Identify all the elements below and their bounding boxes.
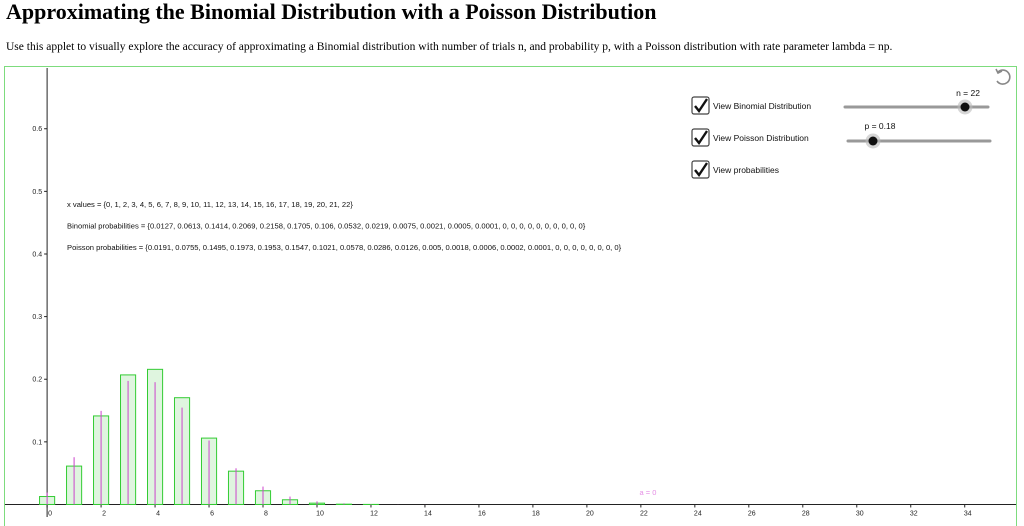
checkbox-label: View probabilities bbox=[713, 165, 779, 175]
y-tick-label: 0.2 bbox=[32, 377, 42, 384]
x-tick-label: 10 bbox=[316, 510, 324, 517]
slider[interactable]: p = 0.18 bbox=[846, 121, 992, 149]
checkmark bbox=[694, 130, 708, 146]
list-text: x values = {0, 1, 2, 3, 4, 5, 6, 7, 8, 9… bbox=[67, 200, 353, 209]
list-text: Binomial probabilities = {0.0127, 0.0613… bbox=[67, 222, 586, 231]
x-tick-label: 34 bbox=[964, 510, 972, 517]
checkbox-label: View Poisson Distribution bbox=[713, 133, 809, 143]
list-text: Poisson probabilities = {0.0191, 0.0755,… bbox=[67, 243, 622, 252]
x-tick-label: 30 bbox=[856, 510, 864, 517]
y-tick-label: 0.6 bbox=[32, 126, 42, 133]
reset-arc bbox=[996, 69, 1011, 85]
y-tick-label: 0.4 bbox=[32, 251, 42, 258]
checkmark bbox=[694, 98, 708, 114]
x-tick-label: 16 bbox=[478, 510, 486, 517]
x-tick-label: 28 bbox=[802, 510, 810, 517]
x-tick-label: 8 bbox=[264, 510, 268, 517]
reset-icon[interactable] bbox=[995, 68, 1011, 85]
x-tick-label: 24 bbox=[694, 510, 702, 517]
page-title: Approximating the Binomial Distribution … bbox=[6, 0, 657, 24]
checkbox[interactable]: View Binomial Distribution bbox=[691, 96, 811, 115]
slider-label: n = 22 bbox=[956, 88, 980, 98]
checkbox-label: View Binomial Distribution bbox=[713, 101, 811, 111]
x-tick-label: 6 bbox=[210, 510, 214, 517]
slider-knob bbox=[868, 136, 878, 146]
reset-arrow bbox=[995, 68, 1003, 75]
checkmark bbox=[694, 162, 708, 178]
x-tick-label: 20 bbox=[586, 510, 594, 517]
checkbox[interactable]: View Poisson Distribution bbox=[691, 128, 809, 147]
x-tick-label: 14 bbox=[424, 510, 432, 517]
x-tick-label: 0 bbox=[48, 510, 52, 517]
slider-knob bbox=[960, 102, 970, 112]
applet-frame bbox=[4, 66, 1017, 526]
x-tick-label: 2 bbox=[102, 510, 106, 517]
slider[interactable]: n = 22 bbox=[843, 88, 990, 115]
y-tick-label: 0.5 bbox=[32, 189, 42, 196]
x-tick-label: 32 bbox=[910, 510, 918, 517]
y-tick-label: 0.3 bbox=[32, 314, 42, 321]
annotation: a = 0 bbox=[640, 488, 657, 497]
checkbox[interactable]: View probabilities bbox=[691, 160, 779, 179]
y-tick-label: 0.1 bbox=[32, 439, 42, 446]
x-tick-label: 22 bbox=[640, 510, 648, 517]
page-description: Use this applet to visually explore the … bbox=[6, 41, 892, 53]
slider-label: p = 0.18 bbox=[865, 121, 896, 131]
x-tick-label: 4 bbox=[156, 510, 160, 517]
x-tick-label: 26 bbox=[748, 510, 756, 517]
x-tick-label: 12 bbox=[370, 510, 378, 517]
x-tick-label: 18 bbox=[532, 510, 540, 517]
